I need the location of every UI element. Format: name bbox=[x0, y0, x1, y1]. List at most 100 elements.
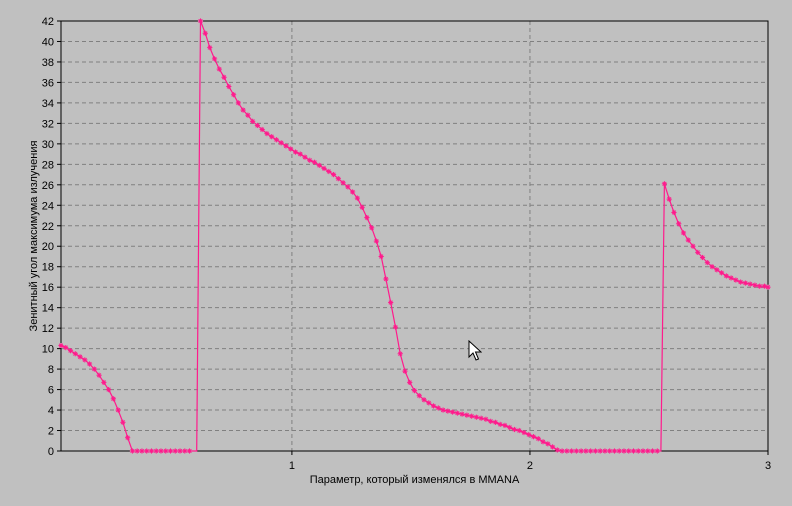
data-point bbox=[364, 214, 370, 221]
x-tick-label: 1 bbox=[289, 460, 295, 472]
x-tick-label: 2 bbox=[527, 460, 533, 472]
data-point bbox=[626, 448, 632, 454]
data-point bbox=[654, 448, 660, 454]
data-point bbox=[502, 422, 508, 429]
plot-frame bbox=[60, 20, 769, 452]
data-point bbox=[373, 238, 380, 244]
data-point bbox=[473, 414, 479, 420]
data-point bbox=[297, 151, 303, 157]
data-point bbox=[621, 448, 627, 454]
data-point bbox=[752, 282, 758, 288]
data-point bbox=[402, 368, 408, 374]
data-point bbox=[148, 448, 155, 454]
data-point bbox=[416, 393, 422, 399]
data-point bbox=[326, 168, 332, 175]
data-point bbox=[569, 448, 575, 454]
y-tick-label: 6 bbox=[48, 385, 54, 397]
y-tick-label: 42 bbox=[42, 16, 54, 28]
data-point bbox=[186, 448, 193, 454]
data-point bbox=[714, 267, 720, 273]
data-point bbox=[680, 230, 687, 236]
data-point bbox=[197, 18, 204, 24]
y-tick-label: 18 bbox=[42, 262, 54, 274]
data-point bbox=[592, 448, 599, 454]
data-point bbox=[704, 260, 710, 266]
data-point bbox=[588, 448, 594, 454]
data-point bbox=[106, 386, 112, 393]
data-point bbox=[464, 412, 470, 418]
y-tick-label: 12 bbox=[42, 323, 54, 335]
data-point bbox=[58, 342, 64, 349]
data-point bbox=[163, 448, 169, 454]
data-point bbox=[288, 146, 294, 152]
data-point bbox=[264, 131, 270, 137]
data-point bbox=[388, 299, 394, 306]
y-tick-label: 0 bbox=[48, 446, 54, 458]
data-point bbox=[226, 83, 232, 90]
data-point bbox=[96, 372, 102, 378]
data-point bbox=[335, 176, 341, 182]
x-axis-label: Параметр, который изменялся в MMANA bbox=[310, 474, 520, 486]
data-point bbox=[738, 279, 744, 285]
data-point bbox=[269, 134, 275, 140]
data-point bbox=[540, 439, 546, 445]
data-point bbox=[292, 149, 299, 155]
data-point bbox=[469, 413, 475, 419]
data-point bbox=[507, 424, 513, 431]
data-point bbox=[640, 448, 646, 454]
data-point bbox=[240, 107, 246, 113]
data-point bbox=[67, 348, 74, 354]
data-point bbox=[483, 416, 489, 422]
data-point bbox=[676, 221, 682, 227]
y-tick-label: 14 bbox=[42, 303, 54, 315]
data-point bbox=[497, 421, 503, 427]
data-point bbox=[63, 344, 69, 351]
data-point bbox=[230, 92, 237, 98]
data-point bbox=[411, 387, 418, 394]
data-point bbox=[564, 448, 570, 454]
data-point bbox=[602, 448, 608, 454]
series-group bbox=[58, 18, 771, 454]
data-point bbox=[449, 409, 456, 415]
data-point bbox=[311, 159, 318, 165]
data-point bbox=[421, 397, 427, 403]
data-point bbox=[182, 448, 188, 454]
data-point bbox=[245, 112, 251, 118]
data-point bbox=[153, 448, 159, 454]
data-point bbox=[369, 225, 375, 231]
y-tick-label: 32 bbox=[42, 118, 54, 130]
data-point bbox=[316, 162, 322, 168]
data-point bbox=[761, 283, 768, 289]
y-tick-label: 34 bbox=[42, 98, 54, 110]
data-point bbox=[699, 254, 706, 261]
data-point bbox=[144, 448, 150, 454]
data-point bbox=[578, 448, 584, 454]
data-point bbox=[321, 165, 327, 172]
data-point bbox=[478, 415, 484, 421]
data-point bbox=[307, 157, 313, 163]
data-point bbox=[733, 277, 739, 283]
data-point bbox=[511, 426, 518, 433]
data-point bbox=[685, 237, 691, 243]
data-point bbox=[86, 361, 93, 367]
data-point bbox=[535, 436, 541, 442]
data-point bbox=[125, 435, 131, 441]
data-point bbox=[718, 270, 725, 276]
data-point bbox=[742, 280, 748, 286]
data-point bbox=[573, 448, 579, 454]
data-point bbox=[302, 154, 308, 160]
data-point bbox=[350, 189, 356, 195]
y-tick-label: 40 bbox=[42, 36, 54, 48]
mouse-pointer-icon bbox=[468, 340, 482, 361]
data-point bbox=[345, 184, 351, 190]
y-tick-label: 10 bbox=[42, 344, 54, 356]
data-point bbox=[77, 354, 83, 360]
data-point bbox=[645, 448, 651, 454]
data-point bbox=[440, 407, 446, 413]
data-point bbox=[278, 140, 284, 146]
y-tick-label: 2 bbox=[48, 426, 54, 438]
y-tick-label: 38 bbox=[42, 57, 54, 69]
data-point bbox=[397, 351, 403, 357]
data-point bbox=[383, 276, 389, 282]
